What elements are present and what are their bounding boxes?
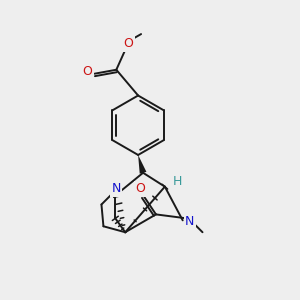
Text: N: N xyxy=(112,182,121,195)
Text: N: N xyxy=(185,215,194,228)
Text: O: O xyxy=(123,38,133,50)
Text: O: O xyxy=(82,65,92,78)
Polygon shape xyxy=(138,155,146,174)
Text: O: O xyxy=(135,182,145,195)
Text: H: H xyxy=(173,175,182,188)
